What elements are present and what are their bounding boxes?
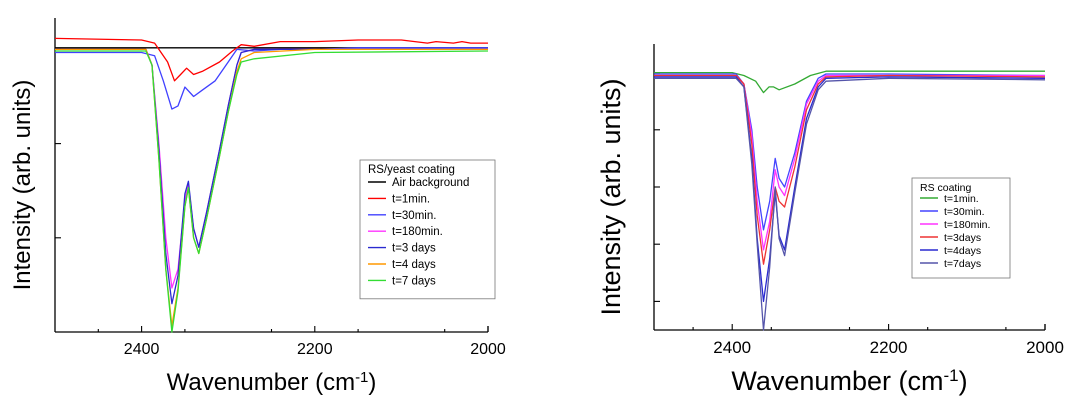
legend-label-t-180min: t=180min. [944, 219, 990, 231]
series-line-t-1min [654, 70, 1045, 94]
legend: RS coatingt=1min.t=30min.t=180min.t=3day… [911, 177, 1011, 279]
legend-title: RS coating [920, 182, 972, 194]
legend-label-t-7days: t=7days [944, 258, 981, 270]
series-line-t-7-days [55, 50, 489, 333]
x-tick-label: 2000 [1026, 338, 1064, 357]
legend-label-air-background: Air background [392, 177, 469, 189]
series-line-t-7days [654, 77, 1046, 331]
x-tick-label: 2200 [870, 338, 908, 357]
legend-title: RS/yeast coating [368, 164, 455, 176]
legend-label-t-180min: t=180min. [392, 226, 443, 238]
legend-label-t-1min: t=1min. [944, 193, 979, 205]
x-tick-label: 2000 [470, 341, 506, 358]
legend-box [911, 177, 1011, 279]
series-line-t-1min [54, 37, 488, 82]
x-tick-label: 2400 [124, 341, 160, 358]
x-axis-label: Wavenumber (cm-1) [731, 366, 967, 397]
legend-label-t-7-days: t=7 days [392, 275, 436, 287]
series-line-t-3-days [55, 48, 488, 305]
x-axis-label: Wavenumber (cm-1) [167, 369, 377, 397]
legend-label-t-30min: t=30min. [944, 206, 985, 218]
x-tick-label: 2400 [713, 338, 751, 357]
y-axis-label: Intensity (arb. units) [596, 78, 626, 315]
series-line-t-3days [654, 74, 1046, 265]
x-tick-label: 2200 [297, 341, 333, 358]
y-axis-label: Intensity (arb. units) [9, 80, 36, 291]
legend-label-t-4days: t=4days [944, 245, 981, 257]
legend-label-t-3-days: t=3 days [392, 243, 436, 255]
chart-panel-rs-yeast: 2400 2200 2000 Wavenumber (cm-1) Intensity (… [9, 18, 506, 396]
legend-label-t-4-days: t=4 days [392, 259, 436, 271]
legend-label-t-3days: t=3days [944, 232, 981, 244]
legend-label-t-30min: t=30min. [392, 210, 436, 222]
legend-box [359, 159, 496, 300]
chart-panel-rs: 2400 2200 2000 Wavenumber (cm-1) Intensity (… [596, 44, 1064, 396]
legend-label-t-1min: t=1min. [392, 193, 430, 205]
